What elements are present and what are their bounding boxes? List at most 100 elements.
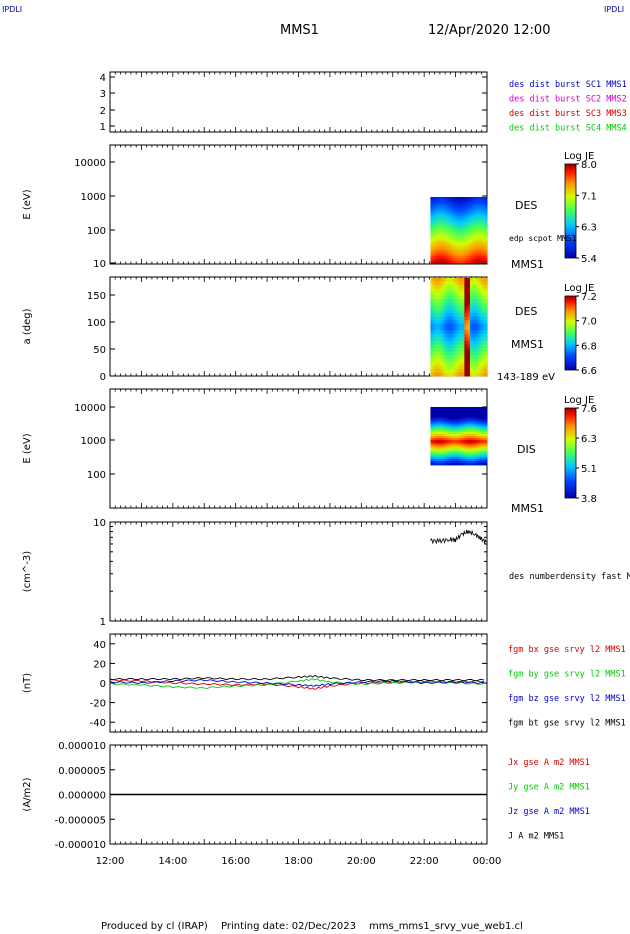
dis-energy-cell <box>475 452 478 456</box>
des-pitch-cell <box>454 278 458 282</box>
des-pitch-cell <box>462 285 465 289</box>
des-pitch-cell <box>464 351 467 356</box>
des-energy-cell <box>443 225 446 229</box>
dis-energy-cell <box>471 421 475 424</box>
des-pitch-cell <box>437 313 441 317</box>
des-energy-cell <box>436 251 439 254</box>
dis-energy-cell <box>447 413 450 416</box>
dis-energy-cell <box>454 440 458 443</box>
des-energy-cell <box>456 215 460 219</box>
dis-energy-cell <box>447 415 450 418</box>
dis-energy-cell <box>437 425 441 429</box>
des-pitch-cell <box>445 344 448 349</box>
dis-energy-cell <box>432 448 435 451</box>
dis-energy-cell <box>470 454 473 458</box>
des-energy-cell <box>470 213 473 217</box>
des-pitch-cell <box>456 344 460 349</box>
dis-energy-cell <box>460 419 463 422</box>
des-energy-cell <box>437 208 441 212</box>
des-pitch-cell <box>449 278 452 282</box>
des-pitch-cell <box>485 281 488 286</box>
dis-energy-cell <box>436 448 439 451</box>
des-energy-cell <box>449 225 452 229</box>
des-pitch-cell <box>473 299 477 303</box>
dis-energy-cell <box>453 427 456 431</box>
dis-energy-cell <box>479 407 482 410</box>
des-pitch-cell <box>473 355 477 359</box>
des-pitch-cell <box>453 309 456 314</box>
dis-energy-cell <box>462 462 465 466</box>
dis-energy-cell <box>468 409 471 412</box>
des-pitch-cell <box>470 369 473 373</box>
des-energy-cell <box>437 234 441 238</box>
dis-energy-cell <box>477 415 480 418</box>
des-pitch-cell <box>468 355 471 359</box>
des-energy-cell <box>454 241 458 245</box>
des-pitch-cell <box>485 355 488 359</box>
des-pitch-cell <box>458 306 462 310</box>
dis-energy-cell <box>441 415 445 418</box>
des-energy-cell <box>473 199 477 203</box>
des-energy-cell <box>443 215 446 219</box>
des-energy-cell <box>464 215 467 219</box>
des-pitch-cell <box>470 288 473 293</box>
des-pitch-cell <box>475 365 478 370</box>
des-pitch-cell <box>430 355 433 359</box>
des-energy-cell <box>470 218 473 221</box>
dis-energy-cell <box>451 417 454 420</box>
dis-energy-cell <box>454 462 458 466</box>
dis-energy-cell <box>483 446 486 449</box>
des-pitch-cell <box>443 292 446 296</box>
dis-energy-cell <box>441 433 445 437</box>
des-energy-cell <box>475 241 478 245</box>
dis-energy-cell <box>445 450 448 453</box>
dis-energy-cell <box>466 429 469 433</box>
des-pitch-cell <box>470 323 473 328</box>
current-legend-3: Jz gse A m2 MMS1 <box>508 807 590 817</box>
des-energy-cell <box>441 220 445 224</box>
dis-energy-cell <box>468 425 471 429</box>
des-energy-cell <box>468 255 471 259</box>
dis-energy-cell <box>462 444 465 447</box>
des-pitch-cell <box>471 288 475 293</box>
des-pitch-cell <box>439 327 443 331</box>
dis-energy-cell <box>430 446 433 449</box>
dis-energy-cell <box>434 436 437 439</box>
des-pitch-cell <box>460 306 463 310</box>
dis-energy-cell <box>449 407 452 410</box>
des-pitch-cell <box>464 323 467 328</box>
des-pitch-cell <box>481 365 484 370</box>
des-energy-cell <box>449 204 452 207</box>
dis-energy-cell <box>447 440 450 443</box>
dis-energy-cell <box>456 419 460 422</box>
dis-energy-cell <box>443 460 446 464</box>
des-energy-cell <box>437 197 441 200</box>
dis-energy-cell <box>468 442 471 445</box>
des-energy-cell <box>466 255 469 259</box>
dis-energy-cell <box>473 417 477 420</box>
des-energy-cell <box>464 239 467 243</box>
des-pitch-colorbar-tick-label: 7.0 <box>581 317 597 328</box>
dis-energy-cell <box>485 460 488 464</box>
des-pitch-cell <box>437 362 441 366</box>
des-pitch-cell <box>434 316 437 321</box>
des-pitch-cell <box>447 299 450 303</box>
des-pitch-cell <box>485 299 488 303</box>
dis-energy-cell <box>462 452 465 456</box>
des-pitch-cell <box>479 337 482 342</box>
des-pitch-cell <box>470 362 473 366</box>
dis-energy-cell <box>462 454 465 458</box>
dis-energy-cell <box>432 438 435 441</box>
dis-energy-cell <box>437 460 441 464</box>
des-energy-cell <box>447 258 450 262</box>
des-energy-cell <box>456 239 460 243</box>
des-pitch-cell <box>449 316 452 321</box>
des-pitch-cell <box>436 372 439 377</box>
des-energy-cell <box>449 230 452 233</box>
dis-energy-cell <box>434 417 437 420</box>
dis-energy-cell <box>468 452 471 456</box>
des-energy-cell <box>483 201 486 205</box>
legend-burst-1: des dist burst SC1 MMS1 <box>509 80 627 90</box>
des-energy-cell <box>449 213 452 217</box>
des-pitch-cell <box>453 348 456 352</box>
